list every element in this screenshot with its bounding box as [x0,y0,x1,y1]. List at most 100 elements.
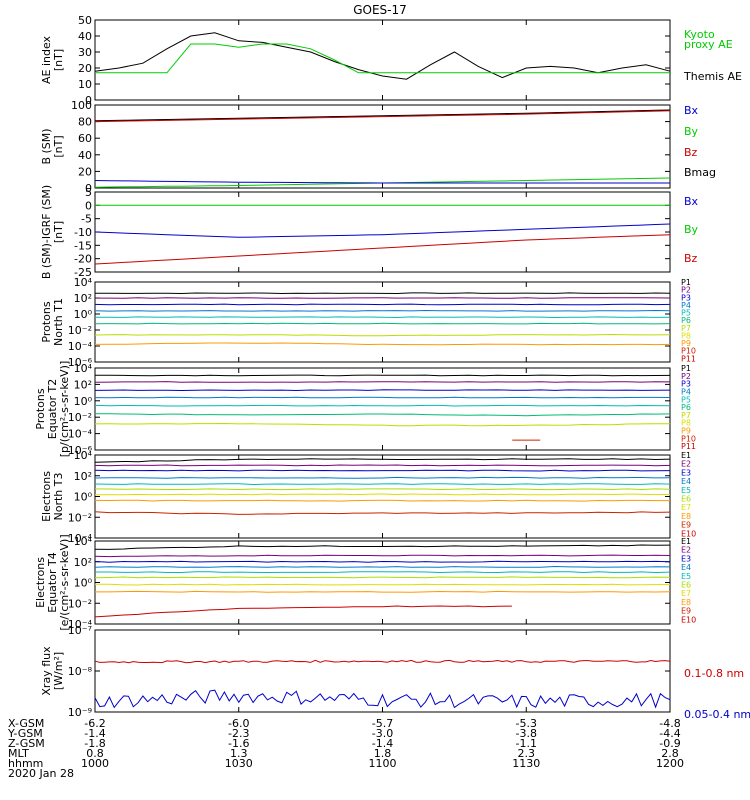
y-axis-label-group: Electrons North T3 [40,471,65,522]
y-axis-label: B (SM) [40,128,53,164]
y-axis-label: Electrons [34,557,47,608]
panel-bigrf: 50-5-10-15-20-25B (SM)-IGRF (SM) [nT]BxBy… [40,185,699,279]
legend-entry: E9 [681,521,691,530]
axis-row-value: -1.8 [84,737,105,750]
y-tick-label: 10⁻⁴ [68,532,93,545]
legend-entry: P10 [681,434,696,443]
series-p5-line [94,316,671,319]
y-tick-label: 100 [71,99,92,112]
legend-entry: P11 [681,442,696,451]
legend-entry: Bz [684,146,698,159]
series-e2-line [94,554,671,558]
y-tick-label: 10 [78,78,92,91]
series-e10-line [94,605,512,618]
y-axis-label-2: Equator T2 [46,379,59,439]
series-bx-line [94,223,671,238]
series-e6-line [94,488,671,491]
legend: Bx By Bz [684,195,699,265]
legend: 0.1-0.8 nm 0.05-0.4 nm [684,667,750,721]
y-tick-label: -5 [81,213,92,226]
y-axis-units: [nT] [52,221,65,243]
y-tick-label: 10⁻⁴ [68,618,93,631]
series-e4-line [94,476,671,479]
legend-entry: By [684,223,699,236]
series-0.05-0.4-nm-line [94,689,671,709]
axis-row-value: -1.6 [228,737,249,750]
legend-entry: P2 [681,286,691,295]
y-tick-label: 60 [78,132,92,145]
legend-entry: E2 [681,460,691,469]
legend-entry: E7 [681,503,691,512]
y-tick-label: 10⁰ [74,308,93,321]
series-e3-line [94,560,671,563]
axis-row-value: 1.3 [230,747,248,760]
legend-entry: P8 [681,331,691,340]
legend-entry: P6 [681,316,691,325]
legend-entry: P4 [681,301,691,310]
y-tick-label: -20 [74,253,92,266]
legend-entry: P1 [681,278,691,287]
y-tick-label: 0 [85,199,92,212]
y-axis-label-group: B (SM)-IGRF (SM) [nT] [40,185,65,279]
time-axis-block: X-GSM -6.2 -6.0 -5.7 -5.3 -4.8 Y-GSM -1.4 -2.3 -3… [7,717,684,780]
y-tick-label: 10⁴ [74,362,93,375]
axis-row-value: 1130 [512,757,540,770]
legend-entry: E3 [681,468,691,477]
series-group [94,292,671,346]
y-axis-label-group: AE index [nT] [40,35,65,84]
series-group [94,204,671,265]
y-tick-label: -15 [74,239,92,252]
legend-entry: Bx [684,195,699,208]
y-tick-label: 20 [78,165,92,178]
series-group [94,544,671,618]
series-e2-line [94,464,671,467]
series-p5-line [94,404,671,407]
y-tick-label: 80 [78,116,92,129]
y-tick-label: 30 [78,46,92,59]
y-axis-units: [p/(cm²-s-sr-keV)] [58,361,71,458]
axis-row-value: -1.1 [516,737,537,750]
legend-entry: P7 [681,324,691,333]
series-kyoto-proxy-ae-line [95,43,670,74]
series-p4-line [94,396,671,399]
series-bmag-line [94,109,671,122]
axis-row-value: -1.4 [84,727,105,740]
plot-date: 2020 Jan 28 [8,767,74,780]
series-group [94,109,671,188]
y-tick-label: 10⁻² [68,411,92,424]
legend-entry: P6 [681,403,691,412]
axis-row-value: -5.7 [372,717,393,730]
legend-entry: E1 [681,451,691,460]
series-themis-ae-line [94,32,671,80]
y-tick-label: 10⁻⁸ [68,665,93,678]
series-e1-line [94,544,671,550]
axis-row-value: 1030 [225,757,253,770]
axis-row-value: -6.2 [84,717,105,730]
legend-entry: P5 [681,395,691,404]
legend-entry: E10 [681,529,696,538]
y-axis-label-group: Xray flux [W/m²] [40,646,65,696]
y-tick-label: 10⁻⁴ [68,340,93,353]
legend-entry: P10 [681,347,696,356]
axis-row-value: -4.8 [659,717,680,730]
y-tick-label: 40 [78,149,92,162]
series-p6-line [94,322,671,325]
y-axis-label-2: North T3 [52,473,65,521]
legend-entry: E6 [681,581,691,590]
series-e8-line [95,590,671,593]
series-p1-line [95,292,671,295]
axis-row-label: hhmm [8,757,43,770]
series-e8-line [94,499,670,502]
axis-row-value: 0.8 [86,747,104,760]
y-tick-label: 10⁴ [74,276,93,289]
y-axis-label: AE index [40,35,53,84]
legend-entry: P2 [681,372,691,381]
series-bz-line [94,110,671,123]
